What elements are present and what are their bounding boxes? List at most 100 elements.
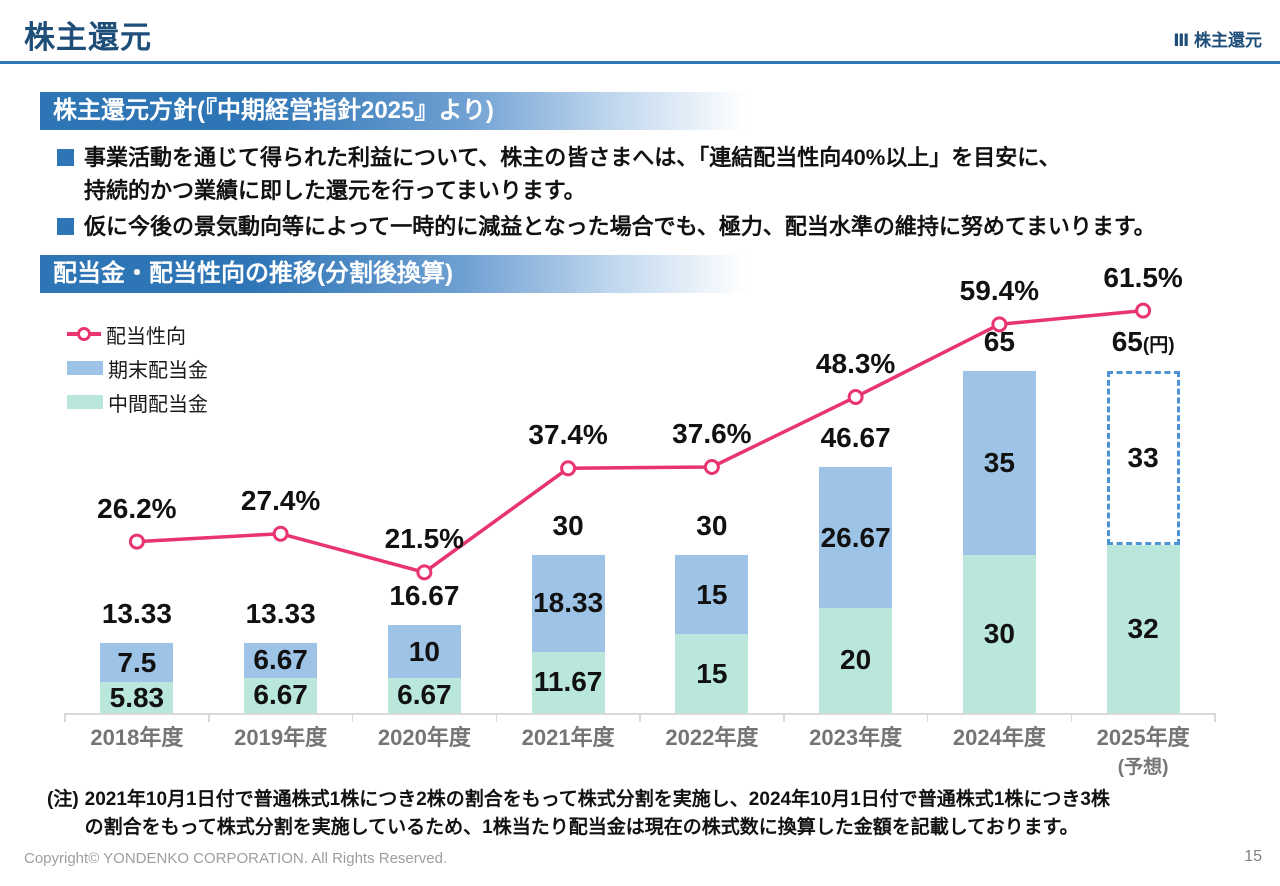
page-title: 株主還元 — [24, 20, 152, 55]
legend-label-final-dividend: 期末配当金 — [108, 359, 208, 382]
legend-label-interim-dividend: 中間配当金 — [108, 393, 208, 416]
policy-bullets: 事業活動を通じて得られた利益について、株主の皆さまへは、「連結配当性向40%以上… — [57, 141, 1267, 246]
bar-segment-interim — [962, 555, 1036, 713]
bar-segment-interim — [387, 677, 461, 713]
bullet-1-line-1: 事業活動を通じて得られた利益について、株主の皆さまへは、「連結配当性向40%以上… — [84, 145, 1061, 170]
x-axis-label: 2023年度 — [809, 725, 903, 750]
bullet-text-2: 仮に今後の景気動向等によって一時的に減益となった場合でも、極力、配当水準の維持に… — [84, 210, 1156, 243]
footnote-line-1: 2021年10月1日付で普通株式1株につき2株の割合をもって株式分割を実施し、2… — [84, 789, 1110, 810]
payout-ratio-marker-icon — [560, 460, 577, 477]
interim-value-label: 6.67 — [397, 679, 452, 711]
payout-ratio-label: 21.5% — [384, 523, 465, 555]
total-dividend-label: 65(円) — [1111, 326, 1175, 357]
bar-segment-final — [244, 642, 318, 678]
final-value-label: 7.5 — [117, 646, 157, 678]
x-axis-label: 2020年度 — [377, 725, 471, 750]
marker-circle-icon — [77, 327, 91, 341]
bar-segment-interim — [100, 682, 174, 713]
payout-ratio-label: 37.4% — [528, 419, 608, 451]
x-axis-tick — [351, 713, 354, 722]
x-axis-label: 2021年度 — [521, 725, 615, 750]
x-axis-tick — [1070, 713, 1072, 722]
x-axis-tick — [495, 713, 497, 722]
dividend-payout-chart: 配当性向 期末配当金 中間配当金 5.83 7.5 13.33 26.2% 2018年度… — [64, 262, 1216, 778]
final-value-label: 33 — [1127, 441, 1159, 473]
bar-segment-final — [100, 642, 174, 683]
x-axis-tick — [208, 713, 210, 722]
legend-item-interim-dividend: 中間配当金 — [67, 390, 208, 416]
interim-value-label: 15 — [696, 657, 728, 689]
final-value-label: 6.67 — [253, 644, 308, 676]
footnote-prefix: (注) — [47, 789, 79, 810]
payout-ratio-label: 26.2% — [97, 492, 177, 524]
payout-ratio-marker-icon — [703, 458, 720, 475]
title-divider — [0, 61, 1280, 64]
legend-item-final-dividend: 期末配当金 — [67, 356, 208, 382]
interim-value-label: 11.67 — [533, 666, 603, 698]
bar-segment-interim — [244, 677, 318, 713]
x-axis-tick — [639, 713, 641, 722]
footnote-line-2: の割合をもって株式分割を実施しているため、1株当たり配当金は現在の株式数に換算し… — [84, 817, 1079, 838]
interim-value-label: 5.83 — [109, 681, 165, 713]
bullet-1-line-2: 持続的かつ業績に即した還元を行ってまいります。 — [84, 178, 586, 203]
final-value-label: 35 — [983, 447, 1015, 479]
chart-section-heading: 配当金・配当性向の推移(分割後換算) — [40, 255, 746, 293]
total-dividend-label: 13.33 — [101, 597, 172, 629]
final-value-label: 10 — [408, 635, 440, 667]
x-axis-label: 2025年度 — [1096, 725, 1190, 750]
legend-item-payout-ratio: 配当性向 — [67, 322, 208, 348]
page-number: 15 — [1244, 848, 1262, 865]
bar-segment-interim — [819, 607, 893, 713]
bullet-square-icon — [57, 218, 74, 235]
total-dividend-label: 30 — [696, 510, 728, 542]
unit-label: (円) — [1142, 335, 1175, 356]
interim-value-label: 32 — [1127, 612, 1159, 644]
total-dividend-label: 13.33 — [245, 597, 316, 629]
final-value-label: 18.33 — [533, 587, 604, 619]
payout-ratio-label: 37.6% — [672, 417, 752, 449]
total-dividend-label: 65 — [983, 326, 1015, 357]
section-indicator: Ⅲ 株主還元 — [1173, 31, 1262, 50]
payout-ratio-line-swatch-icon — [67, 327, 101, 341]
payout-ratio-marker-icon — [416, 564, 433, 581]
bar-segment-final — [387, 625, 461, 678]
x-axis-tick — [926, 713, 929, 722]
x-axis-tick — [783, 713, 785, 722]
legend-label-payout-ratio: 配当性向 — [106, 325, 186, 348]
payout-ratio-label: 27.4% — [240, 484, 321, 516]
x-axis-sublabel: (予想) — [1117, 757, 1169, 778]
x-axis-label: 2018年度 — [90, 725, 184, 750]
total-dividend-label: 46.67 — [820, 422, 891, 454]
final-dividend-swatch-icon — [67, 361, 103, 375]
bullet-text-1: 事業活動を通じて得られた利益について、株主の皆さまへは、「連結配当性向40%以上… — [84, 141, 1061, 207]
x-axis-label: 2019年度 — [234, 725, 328, 750]
final-value-label: 15 — [696, 578, 728, 610]
final-value-label: 26.67 — [820, 521, 891, 553]
x-axis-tick — [1214, 713, 1216, 722]
footnote-body: 2021年10月1日付で普通株式1株につき2株の割合をもって株式分割を実施し、2… — [85, 786, 1110, 842]
interim-value-label: 20 — [840, 644, 872, 676]
footnote: (注) 2021年10月1日付で普通株式1株につき2株の割合をもって株式分割を実… — [47, 786, 1110, 842]
payout-ratio-marker-icon — [847, 388, 864, 405]
total-dividend-label: 16.67 — [389, 580, 460, 612]
interim-dividend-swatch-icon — [67, 395, 103, 409]
bullet-2-line-1: 仮に今後の景気動向等によって一時的に減益となった場合でも、極力、配当水準の維持に… — [84, 214, 1156, 239]
policy-section-heading: 株主還元方針(『中期経営指針2025』より) — [40, 92, 746, 130]
chart-legend: 配当性向 期末配当金 中間配当金 — [67, 322, 208, 424]
payout-ratio-marker-icon — [272, 525, 289, 542]
payout-ratio-label: 48.3% — [815, 347, 896, 379]
payout-ratio-marker-icon — [1135, 302, 1152, 319]
payout-ratio-marker-icon — [128, 533, 145, 550]
bar-segment-interim — [531, 651, 605, 713]
interim-value-label: 30 — [983, 618, 1015, 650]
x-axis-tick — [64, 713, 66, 722]
x-axis-label: 2022年度 — [665, 725, 759, 750]
bullet-square-icon — [57, 149, 74, 166]
interim-value-label: 6.67 — [253, 679, 308, 711]
bullet-item-2: 仮に今後の景気動向等によって一時的に減益となった場合でも、極力、配当水準の維持に… — [57, 210, 1267, 243]
bullet-item-1: 事業活動を通じて得られた利益について、株主の皆さまへは、「連結配当性向40%以上… — [57, 141, 1267, 207]
x-axis-label: 2024年度 — [952, 725, 1046, 750]
payout-ratio-label: 61.5% — [1103, 261, 1183, 293]
copyright: Copyright© YONDENKO CORPORATION. All Rig… — [24, 850, 448, 867]
